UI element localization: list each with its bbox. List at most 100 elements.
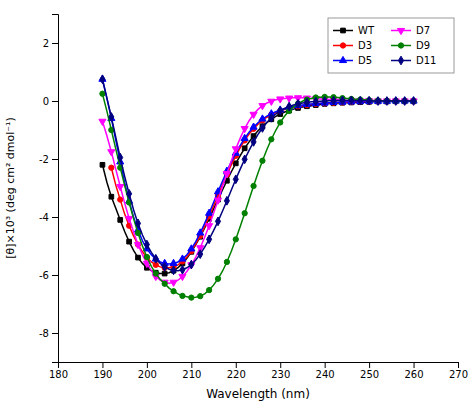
marker <box>198 250 203 259</box>
series <box>99 96 417 287</box>
legend: WT D3 D5 D7 D9 D11 <box>328 18 454 73</box>
marker <box>375 97 380 106</box>
marker <box>322 97 327 106</box>
marker <box>99 119 106 125</box>
legend-entry: D5 <box>333 55 372 66</box>
marker <box>259 115 266 121</box>
tick-mark <box>369 362 370 368</box>
tick-label: 270 <box>449 369 468 380</box>
marker <box>189 260 194 269</box>
marker <box>224 196 229 205</box>
marker <box>136 255 141 260</box>
marker <box>153 254 158 263</box>
series <box>109 98 417 270</box>
tick-label: 250 <box>360 369 379 380</box>
tick-label: 0 <box>43 96 49 107</box>
legend-label: WT <box>358 25 375 36</box>
marker <box>223 171 230 177</box>
legend-marker <box>398 56 403 65</box>
tick-label: -4 <box>39 212 49 223</box>
marker <box>207 235 212 244</box>
marker <box>118 218 123 223</box>
tick: -8 <box>39 328 58 339</box>
series <box>100 75 416 275</box>
x-axis: 180190200210220230240250260270 <box>49 362 468 380</box>
marker <box>250 123 257 129</box>
tick-mark <box>325 362 326 368</box>
legend-marker <box>339 56 346 62</box>
line <box>102 79 413 270</box>
marker <box>189 295 194 300</box>
line <box>111 101 413 268</box>
tick-mark <box>236 362 237 368</box>
tick-mark <box>52 217 58 218</box>
tick: 260 <box>405 362 424 380</box>
marker <box>224 259 229 264</box>
marker <box>134 242 141 248</box>
legend-label: D7 <box>416 25 430 36</box>
marker <box>295 100 300 109</box>
marker <box>135 230 140 235</box>
tick-label: 210 <box>182 369 201 380</box>
marker <box>358 96 363 105</box>
chart: 180190200210220230240250260270-8-6-4-202… <box>0 0 474 408</box>
marker <box>233 175 238 184</box>
tick-label: -8 <box>39 328 49 339</box>
legend-entry: D7 <box>391 25 430 36</box>
legend-entry: D3 <box>333 40 372 51</box>
marker <box>214 198 221 204</box>
tick-label: 260 <box>405 369 424 380</box>
marker <box>144 240 149 249</box>
marker <box>251 183 256 188</box>
legend-label: D9 <box>416 40 430 51</box>
marker <box>349 96 354 105</box>
marker <box>206 287 211 292</box>
marker <box>268 99 275 105</box>
tick: 270 <box>449 362 468 380</box>
tick: 190 <box>93 362 112 380</box>
legend-entry: D11 <box>391 55 436 66</box>
tick-label: 190 <box>93 369 112 380</box>
tick-mark <box>52 43 58 44</box>
tick-mark <box>414 362 415 368</box>
marker <box>197 229 204 235</box>
legend-label: D5 <box>358 55 372 66</box>
tick: -6 <box>39 270 58 281</box>
marker <box>171 289 176 294</box>
marker <box>259 104 266 110</box>
marker <box>144 254 149 259</box>
marker <box>331 96 336 105</box>
marker <box>206 224 213 230</box>
tick: -4 <box>39 212 58 223</box>
marker <box>117 184 124 190</box>
marker <box>233 161 238 166</box>
marker <box>393 97 398 106</box>
axis-line <box>59 363 459 369</box>
marker <box>127 189 132 198</box>
marker <box>277 97 284 103</box>
marker <box>215 276 220 281</box>
marker <box>251 138 256 147</box>
legend-entry: WT <box>333 25 375 36</box>
marker <box>100 91 105 96</box>
plot: 180190200210220230240250260270-8-6-4-202… <box>39 15 468 381</box>
marker <box>144 255 149 260</box>
marker <box>179 274 186 280</box>
marker <box>109 113 114 122</box>
legend-label: D11 <box>416 55 436 66</box>
legend-box <box>328 18 454 73</box>
legend-marker <box>340 43 345 48</box>
marks <box>99 75 417 300</box>
tick: 230 <box>271 362 290 380</box>
marker <box>233 237 238 242</box>
marker <box>269 113 274 122</box>
tick: 200 <box>138 362 157 380</box>
marker <box>162 281 167 286</box>
tick: 0 <box>43 96 58 107</box>
legend-label: D3 <box>358 40 372 51</box>
tick-label: -2 <box>39 154 49 165</box>
marker <box>162 263 167 272</box>
legend-marker <box>398 43 403 48</box>
marker <box>170 259 177 265</box>
marker <box>241 126 248 132</box>
